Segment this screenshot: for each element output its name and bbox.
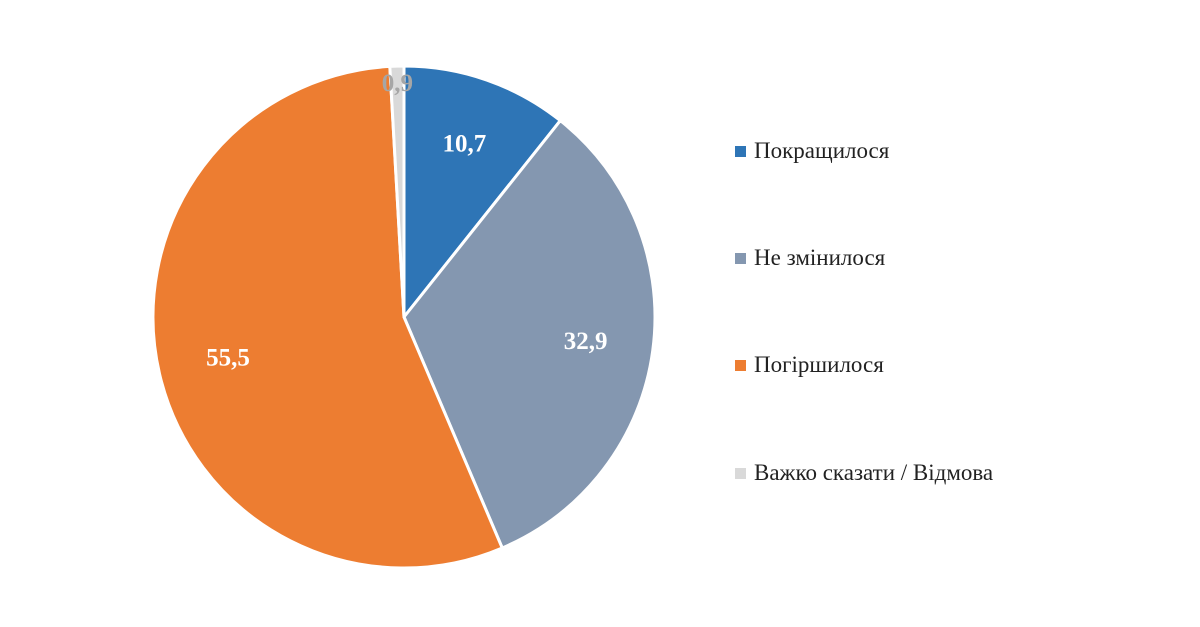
- legend-swatch-unchanged: [735, 252, 746, 264]
- legend-item-worsened: Погіршилося: [735, 352, 884, 378]
- legend-item-improved: Покращилося: [735, 138, 889, 164]
- legend-item-hard-to-say: Важко сказати / Відмова: [735, 460, 993, 486]
- legend-swatch-improved: [735, 145, 746, 157]
- legend-swatch-hard-to-say: [735, 467, 746, 479]
- legend-label-improved: Покращилося: [754, 138, 890, 163]
- pie-slices: [151, 64, 657, 570]
- legend-label-worsened: Погіршилося: [754, 352, 884, 377]
- pie-slice-unchanged: [402, 119, 657, 550]
- data-label-hard-to-say: 0,9: [382, 70, 413, 97]
- pie-slice-worsened: [151, 64, 504, 570]
- pie-slice-improved: [402, 64, 562, 319]
- pie-value-labels: 10,7 32,9 55,5 0,9: [206, 70, 607, 371]
- legend-item-unchanged: Не змінилося: [735, 245, 885, 271]
- pie-slice-hard-to-say: [388, 64, 406, 319]
- legend-label-unchanged: Не змінилося: [754, 245, 886, 270]
- data-label-improved: 10,7: [443, 131, 487, 158]
- data-label-worsened: 55,5: [206, 345, 250, 372]
- legend-swatch-worsened: [735, 359, 746, 371]
- legend-label-hard-to-say: Важко сказати / Відмова: [754, 460, 994, 485]
- data-label-unchanged: 32,9: [564, 328, 608, 355]
